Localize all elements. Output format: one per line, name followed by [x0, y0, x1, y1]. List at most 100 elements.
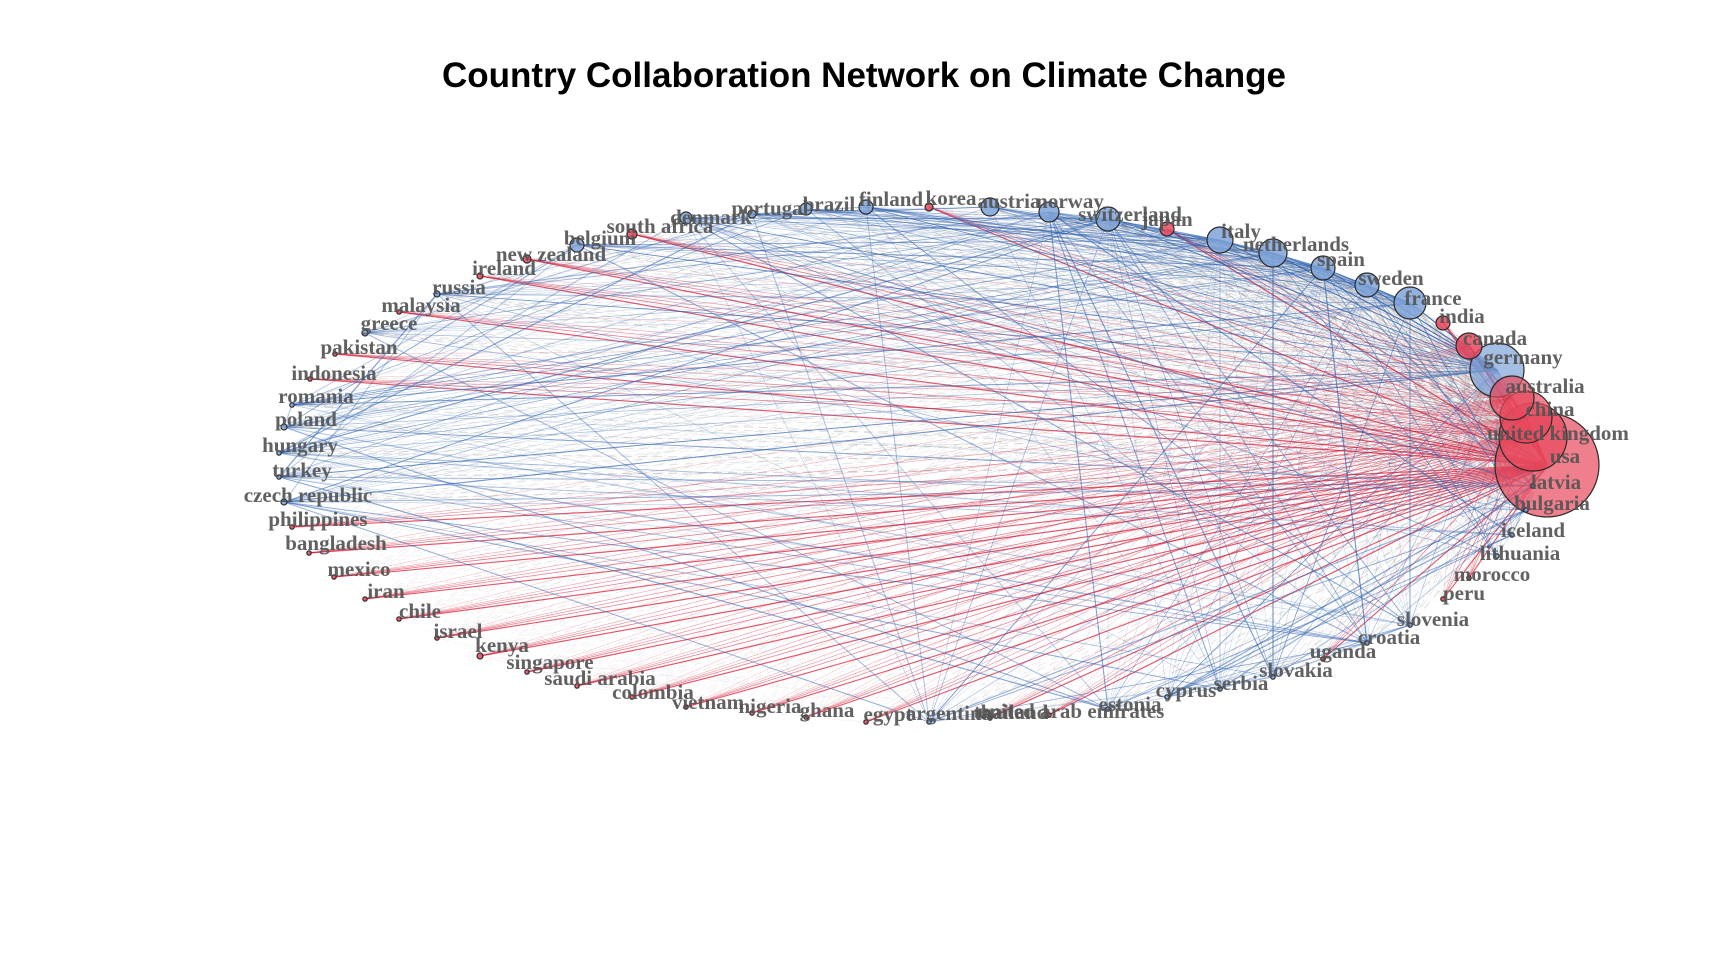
edge-canada-pakistan	[334, 345, 1470, 355]
edge-netherlands-mexico	[333, 252, 1274, 578]
edge-canada-russia	[436, 293, 1470, 347]
edge-greece-portugal	[364, 213, 753, 334]
edge-italy-finland	[865, 206, 1221, 241]
node-nigeria	[749, 710, 755, 716]
edge-switzerland-kenya	[479, 218, 1109, 657]
edge-czech-republic-slovakia	[283, 501, 1274, 678]
edge-canada-croatia	[1366, 345, 1470, 644]
node-france	[1393, 286, 1427, 320]
edge-spain-colombia	[631, 267, 1324, 698]
node-label-canada: canada	[1463, 326, 1528, 350]
edge-france-malaysia	[398, 302, 1411, 313]
node-label-colombia: colombia	[612, 680, 694, 704]
edge-indonesia-egypt	[309, 378, 867, 723]
edge-usa-belgium	[576, 244, 1548, 466]
edge-switzerland-romania	[291, 218, 1109, 406]
node-slovenia	[1407, 622, 1413, 628]
edge-spain-singapore	[526, 267, 1324, 673]
node-label-russia: russia	[432, 275, 486, 299]
node-mexico	[331, 574, 337, 580]
node-layer	[276, 197, 1600, 725]
edge-cyprus-denmark	[685, 217, 1168, 698]
edge-australia-finland	[865, 206, 1513, 399]
edge-spain-iran	[364, 267, 1324, 600]
edge-switzerland-slovakia	[1107, 218, 1274, 678]
edge-sweden-colombia	[631, 284, 1368, 698]
edge-united-kingdom-nigeria	[751, 436, 1534, 714]
edge-united-kingdom-argentina	[928, 436, 1534, 723]
node-pakistan	[332, 351, 338, 357]
edge-united-kingdom-denmark	[685, 217, 1534, 438]
edge-italy-romania	[291, 239, 1221, 406]
edge-netherlands-south-africa	[631, 233, 1274, 254]
edge-united-kingdom-indonesia	[309, 378, 1534, 438]
edge-usa-nigeria	[751, 464, 1548, 714]
edge-germany-uganda	[1322, 369, 1498, 660]
edge-australia-philippines	[291, 397, 1513, 528]
edge-poland-slovenia	[283, 426, 1411, 626]
edge-spain-indonesia	[309, 267, 1324, 380]
edge-netherlands-serbia	[1219, 252, 1274, 690]
node-label-south-africa: south africa	[607, 214, 714, 238]
edge-france-morocco	[1409, 302, 1470, 579]
edge-china-singapore	[526, 416, 1527, 673]
edge-canada-brazil	[805, 208, 1470, 347]
edge-bulgaria-czech-republic	[283, 501, 1527, 511]
edge-netherlands-united-arab-emirates	[1048, 252, 1274, 716]
edge-china-south-africa	[631, 233, 1527, 418]
edge-canada-austria	[989, 206, 1470, 347]
edge-lithuania-russia	[436, 293, 1498, 557]
edge-italy-pakistan	[334, 239, 1221, 355]
edge-canada-egypt	[865, 345, 1470, 723]
edge-italy-slovenia	[1219, 239, 1411, 626]
edge-china-saudi-arabia	[576, 416, 1527, 687]
edge-france-singapore	[526, 302, 1411, 673]
edge-france-korea	[928, 206, 1411, 304]
edge-spain-denmark	[685, 217, 1324, 269]
edge-spain-pakistan	[334, 267, 1324, 355]
edge-sweden-romania	[291, 284, 1368, 406]
node-label-switzerland: switzerland	[1078, 202, 1182, 226]
edge-switzerland-germany	[1107, 218, 1498, 371]
node-hungary	[276, 450, 282, 456]
edge-france-russia	[436, 293, 1411, 304]
edge-belgium-italy	[576, 239, 1221, 246]
node-label-iceland: iceland	[1501, 518, 1565, 542]
edge-spain-malaysia	[398, 267, 1324, 313]
edge-switzerland-peru	[1107, 218, 1444, 600]
edge-china-kenya	[479, 416, 1527, 657]
edge-usa-russia	[436, 293, 1548, 466]
node-label-romania: romania	[278, 384, 354, 408]
edge-spain-thailand	[989, 267, 1324, 719]
edge-germany-poland	[283, 369, 1498, 428]
edge-malaysia-argentina	[398, 311, 930, 723]
edge-hungary-iceland	[278, 452, 1513, 536]
edge-usa-mexico	[333, 464, 1548, 578]
edge-italy-singapore	[526, 239, 1221, 673]
edge-netherlands-denmark	[685, 217, 1274, 254]
edge-israel-france	[436, 302, 1411, 639]
edge-australia-nigeria	[751, 397, 1513, 714]
edge-bulgaria-greece	[364, 332, 1527, 511]
edge-sweden-kenya	[479, 284, 1368, 657]
edge-poland-switzerland	[283, 218, 1109, 428]
node-label-pakistan: pakistan	[320, 335, 397, 359]
edge-china-russia	[436, 293, 1527, 418]
node-label-japan: japan	[1140, 207, 1193, 231]
node-bangladesh	[306, 550, 312, 556]
edge-netherlands-czech-republic	[283, 252, 1274, 503]
edge-netherlands-israel	[436, 252, 1274, 639]
edge-australia-austria	[989, 206, 1513, 399]
edge-usa-vietnam	[685, 464, 1548, 708]
edge-australia-united-arab-emirates	[1048, 397, 1513, 716]
edge-spain-japan	[1166, 228, 1324, 269]
edge-united-kingdom-chile	[398, 436, 1534, 620]
edge-cyprus-iceland	[1166, 534, 1513, 698]
edge-netherlands-nigeria	[751, 252, 1274, 714]
node-label-brazil: brazil	[803, 192, 856, 216]
edge-italy-indonesia	[309, 239, 1221, 380]
edge-usa-turkey	[278, 464, 1548, 478]
edge-netherlands-estonia	[1107, 252, 1274, 710]
edge-sweden-argentina	[928, 284, 1368, 723]
edge-switzerland-morocco	[1107, 218, 1470, 579]
